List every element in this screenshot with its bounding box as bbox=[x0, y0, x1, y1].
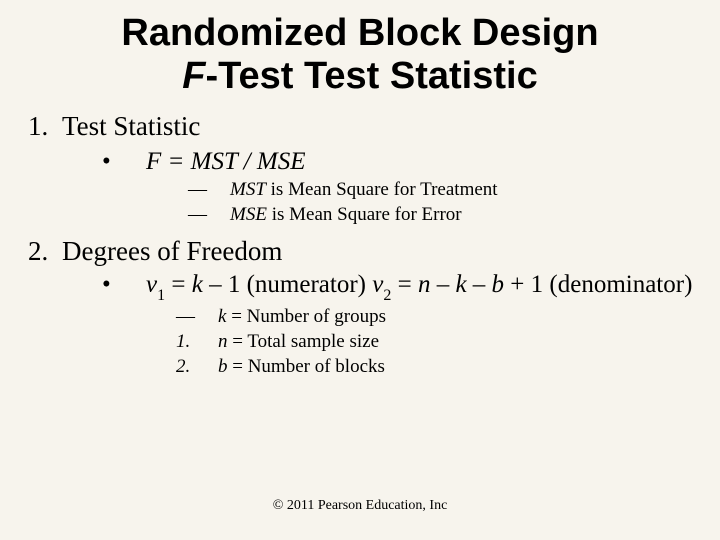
mst-abbr: MST bbox=[230, 179, 266, 200]
mst-desc: is Mean Square for Treatment bbox=[266, 179, 498, 200]
nu2-symbol: ν bbox=[372, 271, 383, 298]
nu2-k: k bbox=[455, 271, 466, 298]
item-1: 1.Test Statistic bbox=[28, 111, 696, 142]
nu2-sub: 2 bbox=[383, 287, 391, 304]
n-desc: = Total sample size bbox=[228, 331, 380, 352]
nu1-symbol: ν bbox=[146, 271, 157, 298]
nu2-b: b bbox=[492, 271, 505, 298]
slide-body: 1.Test Statistic •F = MST / MSE —MST is … bbox=[0, 111, 720, 378]
bullet-icon: • bbox=[102, 148, 146, 176]
item-2-dof-line: •ν1 = k – 1 (numerator) ν2 = n – k – b +… bbox=[102, 271, 696, 303]
nu1-k: k bbox=[192, 271, 203, 298]
var-b: b bbox=[218, 356, 228, 377]
item-1-sub-1: —MST is Mean Square for Treatment bbox=[188, 179, 696, 201]
item-1-number: 1. bbox=[28, 111, 62, 142]
dash-icon: — bbox=[176, 306, 218, 328]
nu1-sub: 1 bbox=[157, 287, 165, 304]
item-2-sub-1: —k = Number of groups bbox=[176, 306, 696, 328]
nu1-rest: – 1 (numerator) bbox=[203, 271, 372, 298]
dash-icon: — bbox=[188, 179, 230, 201]
item-2-label: Degrees of Freedom bbox=[62, 236, 282, 266]
title-F: F bbox=[182, 55, 205, 97]
nu2-mid1: – bbox=[430, 271, 455, 298]
item-1-formula: •F = MST / MSE bbox=[102, 148, 696, 176]
nu1-eq: = bbox=[165, 271, 192, 298]
var-n: n bbox=[218, 331, 228, 352]
item-2: 2.Degrees of Freedom bbox=[28, 236, 696, 267]
item-2-sub-3: 2.b = Number of blocks bbox=[176, 356, 696, 378]
dash-icon: — bbox=[188, 204, 230, 226]
nu2-n: n bbox=[418, 271, 431, 298]
item-1-label: Test Statistic bbox=[62, 111, 200, 141]
mse-desc: is Mean Square for Error bbox=[267, 204, 462, 225]
nu2-mid2: – bbox=[467, 271, 492, 298]
item-2-number: 2. bbox=[28, 236, 62, 267]
mse-abbr: MSE bbox=[230, 204, 267, 225]
bullet-icon: • bbox=[102, 271, 146, 299]
nu2-rest: + 1 (denominator) bbox=[504, 271, 692, 298]
ord-2: 2. bbox=[176, 356, 218, 378]
copyright-text: © 2011 Pearson Education, Inc bbox=[0, 498, 720, 514]
item-2-subs: —k = Number of groups 1.n = Total sample… bbox=[28, 306, 696, 378]
nu2-eq: = bbox=[391, 271, 418, 298]
item-2-sub-2: 1.n = Total sample size bbox=[176, 331, 696, 353]
slide-title: Randomized Block Design F-Test Test Stat… bbox=[0, 0, 720, 97]
formula-text: F = MST / MSE bbox=[146, 148, 305, 175]
title-line2-rest: -Test Test Statistic bbox=[205, 55, 537, 97]
title-line1: Randomized Block Design bbox=[121, 12, 598, 54]
ord-1: 1. bbox=[176, 331, 218, 353]
b-desc: = Number of blocks bbox=[228, 356, 385, 377]
slide: Randomized Block Design F-Test Test Stat… bbox=[0, 0, 720, 540]
k-desc: = Number of groups bbox=[226, 306, 386, 327]
item-1-sub-2: —MSE is Mean Square for Error bbox=[188, 204, 696, 226]
